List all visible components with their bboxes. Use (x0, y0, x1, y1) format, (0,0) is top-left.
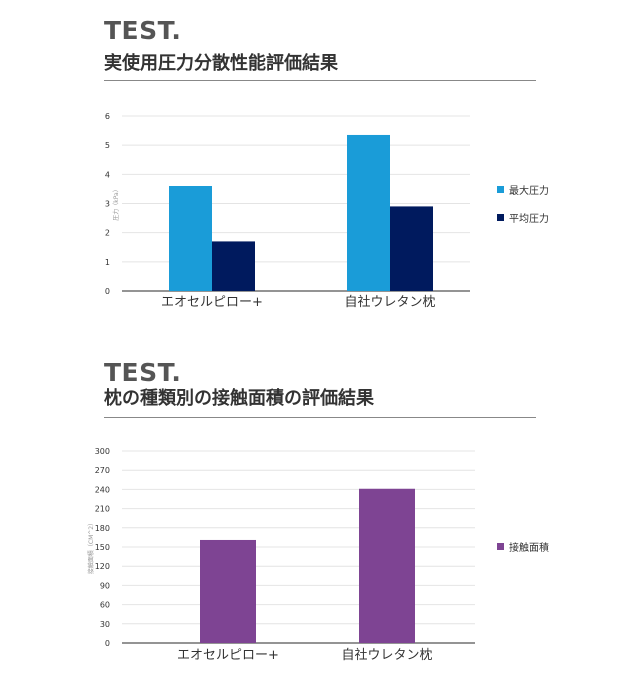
legend-label: 最大圧力 (509, 184, 549, 197)
bar (347, 134, 390, 291)
section-label: TEST. (104, 16, 182, 45)
section-label: TEST. (104, 358, 182, 387)
y-tick-label: 180 (95, 524, 110, 533)
y-tick-label: 4 (105, 170, 110, 179)
y-tick-label: 0 (105, 287, 110, 296)
y-tick-label: 0 (105, 639, 110, 648)
y-axis-label: 接触面積（CM^2） (87, 520, 95, 574)
y-tick-label: 6 (105, 112, 110, 121)
legend-label: 平均圧力 (509, 212, 549, 225)
y-tick-label: 150 (95, 543, 110, 552)
bar (212, 241, 255, 291)
y-tick-label: 3 (105, 200, 110, 209)
y-axis-label: 圧力（kPa） (112, 186, 120, 221)
bar (359, 488, 415, 643)
section-title: 枕の種類別の接触面積の評価結果 (104, 388, 374, 409)
y-tick-label: 90 (100, 581, 110, 590)
bar (390, 206, 433, 291)
y-tick-label: 60 (100, 601, 110, 610)
y-tick-label: 240 (95, 485, 110, 494)
bar (169, 186, 212, 291)
legend-label: 接触面積 (509, 541, 549, 554)
x-tick-label: エオセルピロー+ (161, 295, 263, 310)
legend-swatch (497, 186, 504, 193)
legend-swatch (497, 214, 504, 221)
section-title: 実使用圧力分散性能評価結果 (104, 53, 338, 74)
y-tick-label: 120 (95, 562, 110, 571)
divider (104, 417, 536, 418)
x-tick-label: 自社ウレタン枕 (341, 647, 432, 663)
y-tick-label: 5 (105, 141, 110, 150)
y-tick-label: 300 (95, 447, 110, 456)
y-tick-label: 270 (95, 466, 110, 475)
y-tick-label: 210 (95, 505, 110, 514)
legend-swatch (497, 543, 504, 550)
y-tick-label: 1 (105, 258, 110, 267)
bar (200, 539, 256, 643)
y-tick-label: 2 (105, 229, 110, 238)
y-tick-label: 30 (100, 620, 110, 629)
x-tick-label: 自社ウレタン枕 (344, 294, 435, 310)
divider (104, 80, 536, 81)
x-tick-label: エオセルピロー+ (177, 648, 279, 663)
